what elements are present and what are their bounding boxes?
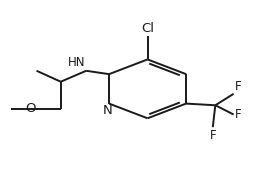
Text: Cl: Cl	[141, 22, 154, 35]
Text: HN: HN	[67, 56, 85, 69]
Text: N: N	[103, 104, 113, 117]
Text: F: F	[235, 108, 242, 121]
Text: O: O	[25, 102, 35, 115]
Text: F: F	[209, 129, 216, 142]
Text: F: F	[235, 80, 242, 93]
